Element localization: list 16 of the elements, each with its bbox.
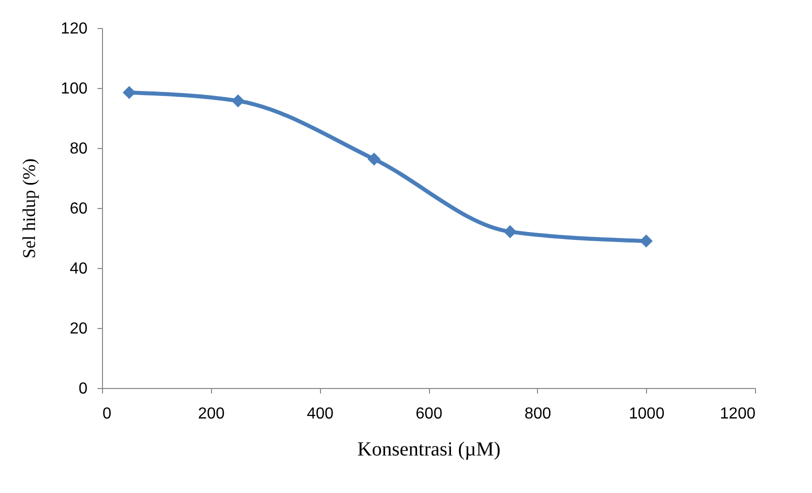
y-tick-label: 60: [70, 200, 88, 218]
x-axis-title: Konsentrasi (µM): [357, 438, 501, 460]
y-tick-label: 40: [70, 260, 88, 278]
y-tick-label: 20: [70, 320, 88, 338]
x-tick-label: 800: [524, 406, 552, 422]
y-tick-label: 120: [60, 20, 88, 38]
x-tick-label: 1000: [628, 406, 665, 422]
x-tick-label: 1200: [720, 406, 756, 422]
y-tick-label: 80: [70, 140, 88, 158]
x-tick-label: 200: [198, 406, 225, 422]
y-axis-title: Sel hidup (%): [18, 158, 39, 258]
x-tick-label: 400: [306, 406, 334, 422]
x-tick-label: 0: [102, 406, 112, 422]
x-tick-label: 600: [416, 406, 442, 422]
y-tick-label: 0: [78, 380, 88, 398]
y-tick-label: 100: [60, 80, 88, 98]
